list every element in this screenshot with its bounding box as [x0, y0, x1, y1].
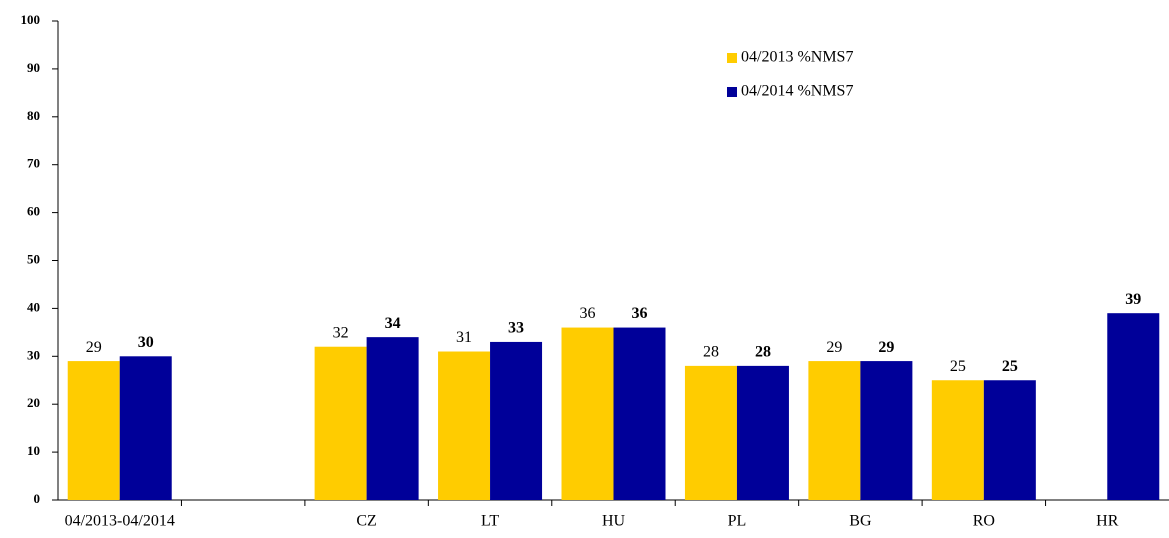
value-label: 29 [826, 339, 842, 356]
y-tick-label: 10 [27, 443, 40, 458]
y-tick-label: 70 [27, 156, 40, 171]
bar [490, 341, 543, 500]
value-label: 28 [703, 344, 719, 361]
y-tick-label: 0 [34, 491, 41, 506]
bar [314, 346, 367, 500]
y-tick-label: 20 [27, 395, 40, 410]
bar [1107, 313, 1160, 500]
y-tick-label: 80 [27, 108, 40, 123]
bar [613, 327, 666, 500]
legend-swatch [727, 53, 737, 63]
bar [561, 327, 614, 500]
bar [931, 380, 984, 500]
value-label: 30 [138, 334, 154, 351]
legend-label: 04/2014 %NMS7 [741, 83, 853, 100]
y-tick-label: 100 [21, 12, 41, 27]
bar [67, 361, 120, 500]
value-label: 25 [950, 358, 966, 375]
bar [983, 380, 1036, 500]
legend-swatch [727, 87, 737, 97]
y-tick-label: 60 [27, 204, 40, 219]
bar [736, 365, 789, 500]
value-label: 31 [456, 329, 472, 346]
bar [684, 365, 737, 500]
legend-label: 04/2013 %NMS7 [741, 49, 853, 66]
value-label: 39 [1125, 291, 1141, 308]
x-tick-label: PL [728, 513, 747, 530]
y-tick-label: 40 [27, 299, 40, 314]
x-tick-label: RO [973, 513, 995, 530]
x-tick-label: LT [481, 513, 499, 530]
x-tick-label: BG [849, 513, 872, 530]
value-label: 29 [878, 339, 894, 356]
x-tick-label: HR [1096, 513, 1119, 530]
value-label: 36 [580, 305, 596, 322]
y-tick-label: 30 [27, 347, 40, 362]
x-tick-label: CZ [356, 513, 376, 530]
value-label: 29 [86, 339, 102, 356]
bar [808, 361, 861, 500]
value-label: 25 [1002, 358, 1018, 375]
value-label: 32 [333, 324, 349, 341]
x-tick-label: 04/2013-04/2014 [65, 513, 175, 530]
x-tick-label: HU [602, 513, 626, 530]
bar [119, 356, 172, 500]
y-tick-label: 50 [27, 251, 40, 266]
value-label: 36 [632, 305, 648, 322]
value-label: 34 [385, 315, 401, 332]
y-tick-label: 90 [27, 60, 40, 75]
bar [438, 351, 491, 500]
value-label: 28 [755, 344, 771, 361]
bar [860, 361, 913, 500]
bar [366, 337, 419, 500]
value-label: 33 [508, 320, 524, 337]
